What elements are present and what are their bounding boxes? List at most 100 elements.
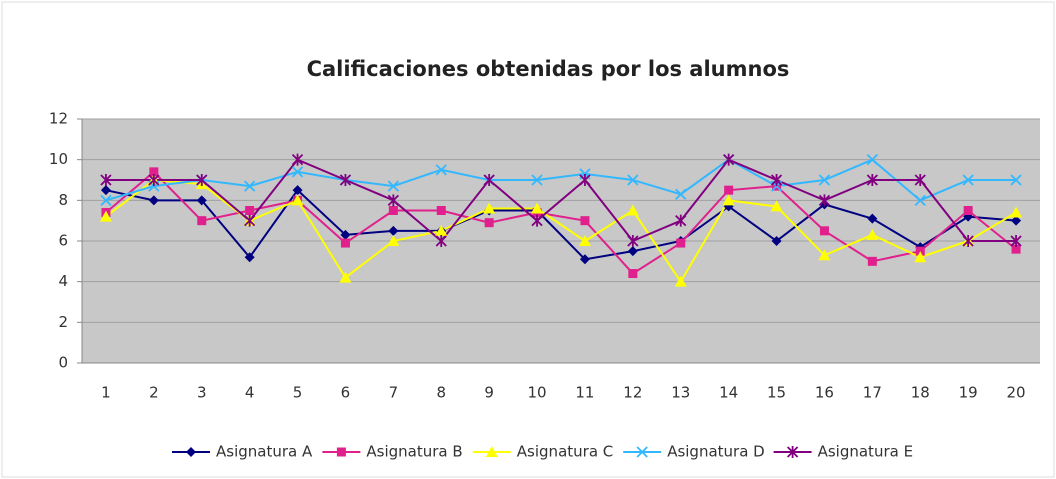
series-line [105, 170, 1017, 275]
marker [436, 206, 446, 215]
marker [387, 180, 399, 192]
legend-marker [186, 447, 196, 457]
legend-marker [636, 446, 648, 458]
x-tick-label: 6 [341, 384, 351, 402]
series-line [105, 158, 1017, 202]
y-tick-label: 12 [49, 110, 68, 128]
marker [99, 210, 112, 222]
marker [196, 174, 208, 186]
y-tick-label: 6 [58, 232, 68, 250]
series-line [105, 188, 1017, 261]
marker [1010, 235, 1022, 247]
x-tick-label: 11 [575, 384, 594, 402]
marker [914, 251, 927, 263]
x-tick-label: 16 [815, 384, 834, 402]
marker [340, 238, 350, 248]
x-tick-label: 18 [911, 384, 930, 402]
marker [435, 224, 448, 236]
marker [388, 206, 398, 215]
marker [435, 235, 447, 247]
marker [291, 194, 304, 206]
marker [531, 174, 543, 186]
marker [963, 206, 973, 215]
legend-label: Asignatura C [517, 443, 613, 461]
marker [197, 216, 207, 226]
marker [483, 202, 496, 214]
marker [100, 174, 112, 186]
marker [723, 153, 735, 166]
marker [339, 271, 352, 283]
marker [245, 206, 255, 215]
marker [100, 185, 111, 196]
marker [244, 214, 256, 227]
marker [244, 252, 255, 263]
x-tick-label: 5 [293, 384, 303, 402]
x-tick-label: 14 [719, 384, 738, 402]
marker [819, 226, 829, 236]
x-tick-label: 19 [959, 384, 978, 402]
y-tick-label: 10 [49, 150, 68, 168]
marker [867, 213, 878, 224]
marker [771, 236, 782, 246]
legend-marker [485, 446, 498, 457]
marker [484, 218, 494, 228]
x-tick-label: 20 [1007, 384, 1026, 402]
marker [627, 174, 639, 186]
marker [1011, 244, 1021, 254]
legend-label: Asignatura A [216, 443, 313, 461]
marker [915, 246, 925, 256]
marker [626, 204, 639, 216]
marker [628, 269, 638, 279]
marker [578, 235, 591, 246]
x-tick-label: 12 [623, 384, 642, 402]
x-tick-label: 7 [389, 384, 399, 402]
x-tick-label: 10 [528, 384, 547, 402]
marker [1010, 174, 1022, 186]
x-tick-label: 3 [197, 384, 207, 402]
marker [674, 275, 687, 287]
x-tick-label: 9 [484, 384, 494, 402]
x-tick-label: 2 [149, 384, 159, 402]
marker [340, 229, 351, 240]
marker [291, 166, 304, 178]
marker [867, 256, 877, 266]
series-line [105, 178, 1017, 284]
marker [627, 246, 638, 257]
marker [531, 214, 543, 227]
marker [914, 174, 926, 186]
legend-label: Asignatura D [667, 443, 765, 461]
marker [483, 174, 495, 186]
marker [675, 188, 687, 200]
marker [770, 174, 783, 186]
chart-title: Calificaciones obtenidas por los alumnos [307, 57, 790, 81]
x-tick-label: 1 [101, 384, 111, 402]
legend-label: Asignatura E [818, 443, 913, 461]
marker [866, 154, 878, 166]
marker [196, 195, 207, 206]
x-tick-label: 8 [436, 384, 446, 402]
marker [149, 167, 159, 177]
marker [866, 228, 879, 240]
marker [722, 194, 735, 206]
marker [866, 174, 878, 186]
marker [580, 216, 590, 226]
x-tick-label: 4 [245, 384, 255, 402]
y-tick-label: 4 [58, 272, 68, 290]
marker [627, 235, 639, 247]
marker [148, 195, 159, 206]
x-tick-label: 15 [767, 384, 786, 402]
marker [962, 235, 974, 247]
legend-marker [336, 447, 346, 457]
marker [244, 180, 256, 192]
marker [579, 174, 591, 186]
marker [435, 164, 447, 176]
legend-marker [786, 446, 799, 458]
y-tick-label: 8 [58, 191, 68, 209]
legend-label: Asignatura B [366, 443, 462, 461]
series-line [105, 158, 1017, 243]
marker [724, 185, 734, 195]
y-tick-label: 0 [58, 354, 68, 372]
marker [676, 238, 686, 248]
marker [770, 200, 783, 212]
